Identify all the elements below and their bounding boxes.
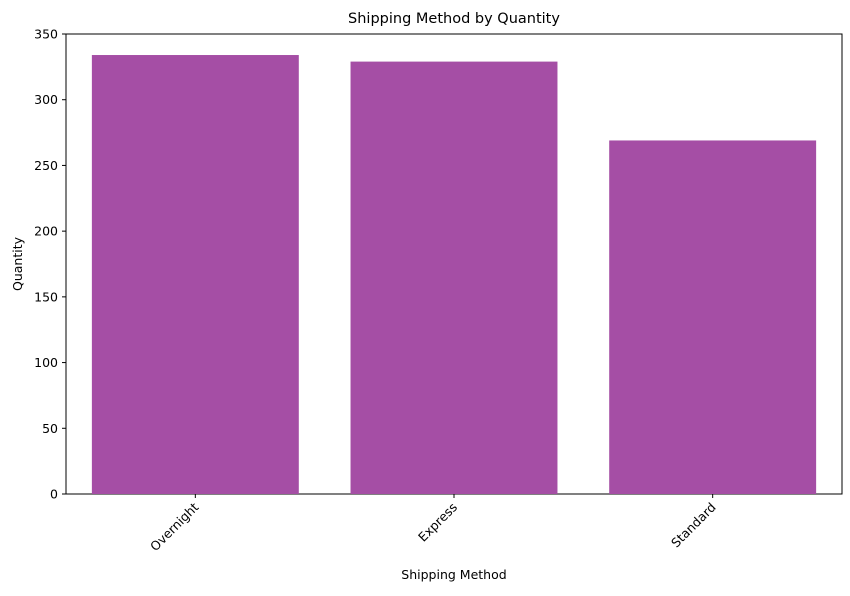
chart-title: Shipping Method by Quantity bbox=[348, 11, 560, 27]
y-tick-label: 150 bbox=[34, 289, 58, 304]
y-tick-label: 0 bbox=[50, 487, 58, 502]
y-tick-label: 50 bbox=[42, 421, 58, 436]
bar-standard bbox=[609, 140, 817, 494]
x-tick-label-standard: Standard bbox=[668, 500, 719, 551]
y-tick-label: 100 bbox=[34, 355, 58, 370]
bar-express bbox=[350, 61, 558, 494]
bars bbox=[91, 55, 817, 495]
x-axis: Overnight Express Standard bbox=[147, 494, 719, 554]
x-tick-label-overnight: Overnight bbox=[147, 499, 202, 554]
x-axis-label: Shipping Method bbox=[401, 567, 506, 582]
y-tick-label: 300 bbox=[34, 92, 58, 107]
y-tick-label: 350 bbox=[34, 27, 58, 42]
x-tick-label-express: Express bbox=[415, 500, 460, 545]
y-axis: 0 50 100 150 200 250 300 350 bbox=[34, 27, 66, 502]
y-tick-label: 200 bbox=[34, 224, 58, 239]
y-tick-label: 250 bbox=[34, 158, 58, 173]
y-axis-label: Quantity bbox=[10, 236, 25, 291]
bar-overnight bbox=[91, 55, 299, 495]
